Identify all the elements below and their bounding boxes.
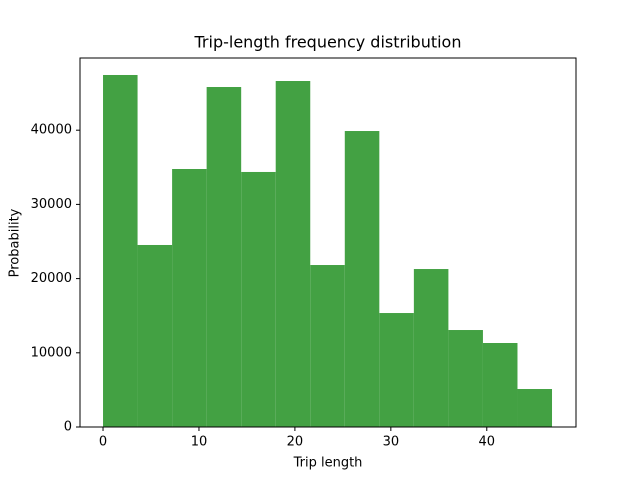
chart-title: Trip-length frequency distribution xyxy=(194,33,462,52)
y-axis-label: Probability xyxy=(8,208,23,277)
y-tick-label: 0 xyxy=(64,420,72,435)
y-tick-label: 30000 xyxy=(31,197,72,212)
y-tick-label: 10000 xyxy=(31,345,72,360)
x-tick-label: 30 xyxy=(383,435,400,450)
bar xyxy=(482,343,518,427)
bar xyxy=(241,171,276,427)
bar xyxy=(379,313,414,427)
bar xyxy=(448,330,483,427)
bar xyxy=(275,81,311,428)
bar xyxy=(103,74,138,428)
x-tick-label: 10 xyxy=(191,435,208,450)
y-tick-label: 40000 xyxy=(31,123,72,138)
bar xyxy=(172,169,207,428)
x-tick-label: 40 xyxy=(479,435,496,450)
bar xyxy=(310,265,345,427)
x-tick-label: 0 xyxy=(99,435,107,450)
y-tick-label: 20000 xyxy=(31,271,72,286)
bar xyxy=(344,131,380,427)
bar xyxy=(517,389,553,427)
x-tick-label: 20 xyxy=(287,435,304,450)
x-axis-label: Trip length xyxy=(293,456,363,471)
bar xyxy=(137,244,173,427)
bar xyxy=(206,87,242,428)
bar xyxy=(413,269,449,427)
plot-frame xyxy=(79,57,577,428)
